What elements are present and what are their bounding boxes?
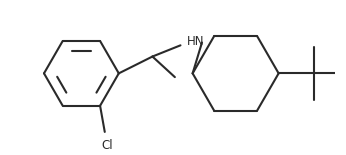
Text: HN: HN — [187, 35, 204, 48]
Text: Cl: Cl — [102, 139, 113, 152]
